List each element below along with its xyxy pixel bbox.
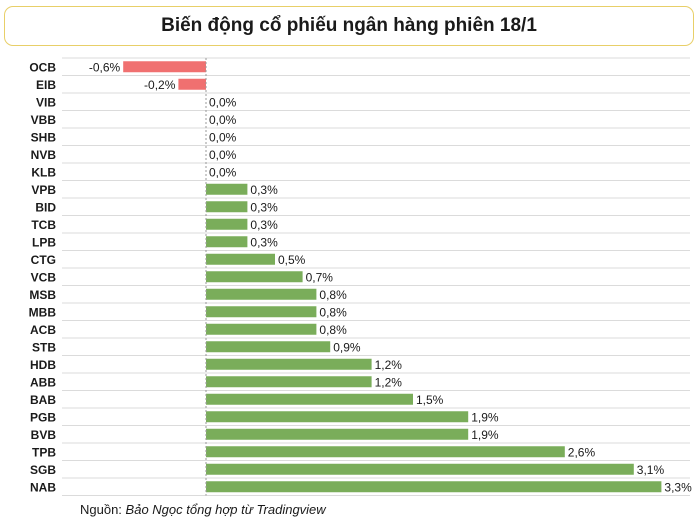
value-label-bvb: 1,9% [471, 428, 499, 442]
category-label-vcb: VCB [31, 270, 57, 284]
category-label-lpb: LPB [32, 235, 56, 249]
bar-bid [206, 201, 248, 213]
value-label-bid: 0,3% [250, 200, 278, 214]
value-label-lpb: 0,3% [250, 235, 278, 249]
category-label-eib: EIB [36, 78, 56, 92]
category-label-klb: KLB [31, 165, 56, 179]
value-label-vbb: 0,0% [209, 113, 237, 127]
value-label-hdb: 1,2% [375, 358, 403, 372]
bar-bvb [206, 428, 469, 440]
category-label-vib: VIB [36, 95, 56, 109]
value-label-klb: 0,0% [209, 165, 237, 179]
bar-tpb [206, 446, 565, 458]
bar-tcb [206, 218, 248, 230]
value-label-ctg: 0,5% [278, 253, 306, 267]
bar-ocb [123, 61, 206, 73]
category-label-bab: BAB [30, 393, 56, 407]
value-label-ocb: -0,6% [89, 60, 121, 74]
value-label-shb: 0,0% [209, 130, 237, 144]
value-label-msb: 0,8% [319, 288, 347, 302]
bar-eib [178, 78, 206, 90]
bar-msb [206, 288, 317, 300]
source-text: Bảo Ngọc tổng hợp từ Tradingview [125, 502, 326, 517]
value-label-vcb: 0,7% [306, 270, 334, 284]
value-label-abb: 1,2% [375, 375, 403, 389]
category-label-tpb: TPB [32, 445, 56, 459]
category-label-ocb: OCB [29, 60, 56, 74]
bar-mbb [206, 306, 317, 318]
source-note: Nguồn: Bảo Ngọc tổng hợp từ Tradingview [80, 502, 326, 517]
value-label-tcb: 0,3% [250, 218, 278, 232]
value-label-nvb: 0,0% [209, 148, 237, 162]
category-label-stb: STB [32, 340, 56, 354]
category-label-vpb: VPB [31, 183, 56, 197]
bar-acb [206, 323, 317, 335]
value-label-mbb: 0,8% [319, 305, 347, 319]
value-label-eib: -0,2% [144, 78, 176, 92]
chart-title: Biến động cổ phiếu ngân hàng phiên 18/1 [4, 6, 694, 46]
category-label-vbb: VBB [31, 113, 57, 127]
category-label-pgb: PGB [30, 410, 56, 424]
category-label-sgb: SGB [30, 463, 56, 477]
category-label-acb: ACB [30, 323, 56, 337]
category-label-mbb: MBB [29, 305, 57, 319]
bar-nab [206, 481, 662, 493]
bar-sgb [206, 463, 634, 475]
category-label-bid: BID [35, 200, 56, 214]
value-label-acb: 0,8% [319, 323, 347, 337]
source-label: Nguồn: [80, 502, 126, 517]
category-label-ctg: CTG [31, 253, 56, 267]
bar-vpb [206, 183, 248, 195]
bar-bab [206, 393, 413, 405]
category-label-nvb: NVB [31, 148, 57, 162]
category-label-bvb: BVB [31, 428, 57, 442]
value-label-tpb: 2,6% [568, 445, 596, 459]
bar-hdb [206, 358, 372, 370]
value-label-vib: 0,0% [209, 95, 237, 109]
category-label-hdb: HDB [30, 358, 56, 372]
value-label-nab: 3,3% [664, 480, 692, 494]
category-label-msb: MSB [29, 288, 56, 302]
category-label-shb: SHB [31, 130, 57, 144]
bar-abb [206, 376, 372, 388]
bar-stb [206, 341, 331, 353]
bar-lpb [206, 236, 248, 248]
value-label-pgb: 1,9% [471, 410, 499, 424]
category-label-tcb: TCB [31, 218, 56, 232]
value-label-sgb: 3,1% [637, 463, 665, 477]
value-label-bab: 1,5% [416, 393, 444, 407]
bar-ctg [206, 253, 275, 265]
bar-vcb [206, 271, 303, 283]
value-label-stb: 0,9% [333, 340, 361, 354]
category-label-abb: ABB [30, 375, 56, 389]
category-label-nab: NAB [30, 480, 56, 494]
value-label-vpb: 0,3% [250, 183, 278, 197]
bar-pgb [206, 411, 469, 423]
